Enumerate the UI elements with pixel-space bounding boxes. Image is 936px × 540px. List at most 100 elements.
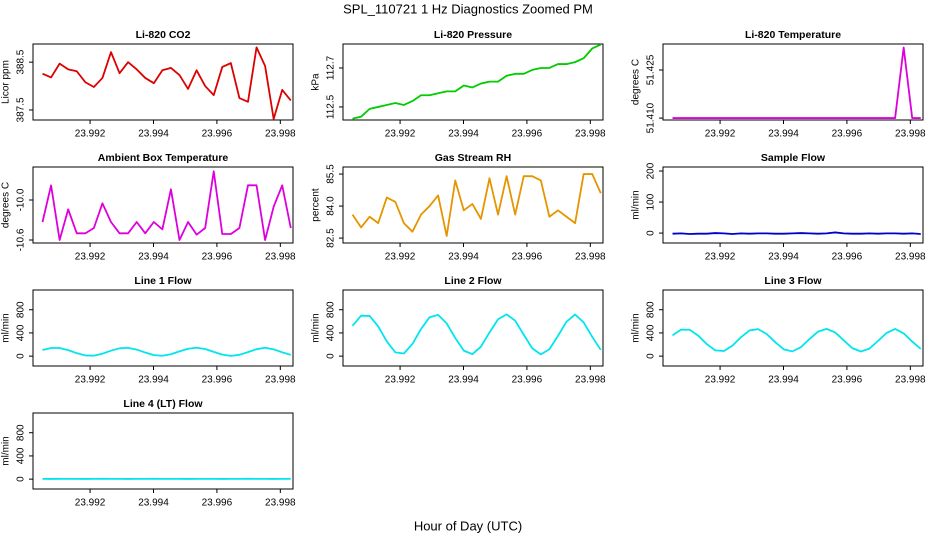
x-tick-label: 23.994 <box>448 252 479 263</box>
y-tick-label: 200 <box>646 162 657 179</box>
x-tick-label: 23.996 <box>832 129 863 140</box>
x-tick-label: 23.992 <box>75 129 106 140</box>
data-line <box>352 43 602 120</box>
panel-title: Line 4 (LT) Flow <box>123 398 203 410</box>
x-tick-label: 23.992 <box>75 375 106 386</box>
x-tick-label: 23.998 <box>895 252 926 263</box>
y-axis-label: percent <box>311 188 322 222</box>
x-tick-label: 23.996 <box>832 375 863 386</box>
panel-title: Line 3 Flow <box>764 275 822 287</box>
y-axis-label: ml/min <box>631 190 642 219</box>
x-tick-label: 23.994 <box>138 375 169 386</box>
data-line <box>672 327 922 353</box>
y-axis-label: ml/min <box>1 313 12 342</box>
y-tick-label: -10.6 <box>16 228 27 251</box>
y-tick-label: -10.0 <box>16 188 27 211</box>
y-tick-label: 112.7 <box>326 55 337 80</box>
page-title: SPL_110721 1 Hz Diagnostics Zoomed PM <box>343 1 593 16</box>
x-tick-label: 23.992 <box>385 129 416 140</box>
data-line <box>672 231 921 235</box>
x-tick-label: 23.996 <box>512 252 543 263</box>
y-tick-label: 400 <box>326 324 337 341</box>
x-tick-label: 23.992 <box>385 252 416 263</box>
y-axis-label: Licor ppm <box>1 60 12 104</box>
panel-title: Gas Stream RH <box>435 152 511 164</box>
y-tick-label: 388.5 <box>16 49 27 74</box>
x-tick-label: 23.998 <box>575 375 606 386</box>
y-tick-label: 400 <box>16 447 27 464</box>
x-tick-label: 23.992 <box>385 375 416 386</box>
x-tick-label: 23.992 <box>705 129 736 140</box>
y-tick-label: 84.0 <box>326 196 337 216</box>
y-tick-label: 82.5 <box>326 228 337 248</box>
x-tick-label: 23.998 <box>895 129 926 140</box>
x-tick-label: 23.994 <box>138 252 169 263</box>
x-tick-label: 23.996 <box>512 375 543 386</box>
y-axis-label: ml/min <box>1 436 12 465</box>
y-tick-label: 51.410 <box>646 102 657 133</box>
y-tick-label: 100 <box>646 193 657 210</box>
panel-title: Ambient Box Temperature <box>98 152 229 164</box>
x-tick-label: 23.994 <box>138 129 169 140</box>
x-tick-label: 23.992 <box>75 252 106 263</box>
x-tick-label: 23.994 <box>768 375 799 386</box>
y-tick-label: 0 <box>646 353 657 359</box>
x-tick-label: 23.998 <box>895 375 926 386</box>
y-tick-label: 400 <box>16 324 27 341</box>
y-tick-label: 800 <box>16 301 27 318</box>
y-axis-label: ml/min <box>631 313 642 342</box>
panel-title: Li-820 Temperature <box>745 29 841 41</box>
data-line <box>351 173 602 237</box>
x-tick-label: 23.996 <box>202 375 233 386</box>
y-axis-label: degrees C <box>1 182 12 228</box>
x-tick-label: 23.998 <box>265 252 296 263</box>
data-line <box>351 313 602 356</box>
x-tick-label: 23.992 <box>705 252 736 263</box>
y-tick-label: 800 <box>16 424 27 441</box>
x-tick-label: 23.998 <box>265 375 296 386</box>
x-tick-label: 23.998 <box>575 129 606 140</box>
x-tick-label: 23.994 <box>448 375 479 386</box>
x-tick-label: 23.998 <box>265 498 296 509</box>
plot-frame <box>32 166 294 244</box>
data-line <box>42 46 292 120</box>
y-tick-label: 112.5 <box>326 94 337 119</box>
x-tick-label: 23.996 <box>202 129 233 140</box>
plot-frame <box>662 289 924 367</box>
x-tick-label: 23.992 <box>75 498 106 509</box>
x-tick-label: 23.994 <box>138 498 169 509</box>
x-tick-label: 23.996 <box>512 129 543 140</box>
x-tick-label: 23.994 <box>768 252 799 263</box>
panel-title: Li-820 Pressure <box>434 29 512 41</box>
panel-title: Line 2 Flow <box>444 275 502 287</box>
y-tick-label: 400 <box>646 324 657 341</box>
x-tick-label: 23.994 <box>768 129 799 140</box>
y-tick-label: 0 <box>646 230 657 236</box>
y-axis-label: ml/min <box>311 313 322 342</box>
panel-title: Sample Flow <box>761 152 826 164</box>
y-tick-label: 0 <box>16 476 27 482</box>
y-tick-label: 51.425 <box>646 54 657 85</box>
x-tick-label: 23.994 <box>448 129 479 140</box>
plot-frame <box>342 289 604 367</box>
data-line <box>672 46 921 119</box>
x-tick-label: 23.998 <box>265 129 296 140</box>
plot-frame <box>32 43 294 121</box>
data-line <box>42 346 292 357</box>
panel-title: Li-820 CO2 <box>136 29 191 41</box>
y-axis-label: degrees C <box>631 59 642 105</box>
y-tick-label: 800 <box>646 301 657 318</box>
x-tick-label: 23.996 <box>202 498 233 509</box>
x-tick-label: 23.996 <box>202 252 233 263</box>
x-tick-label: 23.998 <box>575 252 606 263</box>
plot-frame <box>32 289 294 367</box>
plot-frame <box>32 412 294 490</box>
y-tick-label: 800 <box>326 301 337 318</box>
y-tick-label: 0 <box>326 353 337 359</box>
plot-frame <box>342 43 604 121</box>
data-line <box>41 170 292 241</box>
plot-frame <box>662 43 924 121</box>
